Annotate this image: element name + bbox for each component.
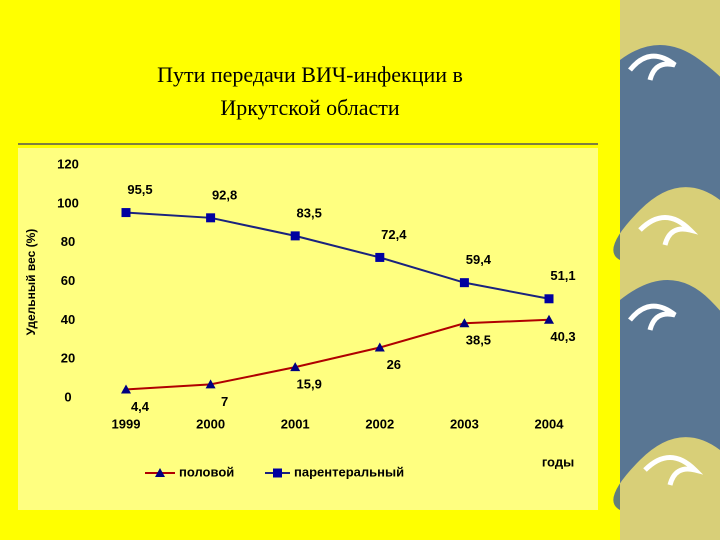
data-label: 83,5 — [297, 205, 322, 220]
y-tick-label: 120 — [57, 156, 79, 171]
x-tick-label: 1999 — [112, 416, 141, 431]
x-tick-label: 2004 — [535, 416, 565, 431]
x-tick-label: 2001 — [281, 416, 310, 431]
y-tick-label: 40 — [61, 312, 75, 327]
plot-panel — [18, 148, 598, 510]
y-tick-label: 0 — [64, 389, 71, 404]
y-tick-label: 80 — [61, 234, 75, 249]
data-label: 40,3 — [550, 329, 575, 344]
x-tick-label: 2002 — [365, 416, 394, 431]
data-point — [121, 384, 131, 394]
data-point — [544, 294, 554, 304]
data-point — [290, 362, 301, 372]
data-point — [375, 252, 385, 262]
data-label: 51,1 — [550, 268, 575, 283]
data-label: 92,8 — [212, 187, 237, 202]
data-label: 26 — [387, 357, 401, 372]
legend-marker — [155, 468, 165, 477]
legend-label: парентеральный — [294, 464, 404, 479]
chart-title: Пути передачи ВИЧ-инфекции в Иркутской об… — [157, 62, 463, 120]
y-tick-label: 60 — [61, 273, 75, 288]
data-point — [121, 208, 131, 218]
x-axis-title: годы — [542, 454, 574, 469]
data-point — [459, 318, 470, 328]
data-label: 7 — [221, 394, 228, 409]
data-label: 59,4 — [466, 252, 492, 267]
wave-decoration — [613, 0, 720, 540]
data-point — [205, 379, 216, 389]
series-line — [125, 318, 550, 391]
data-point — [290, 231, 300, 241]
series-line — [125, 211, 550, 300]
y-tick-label: 20 — [61, 351, 75, 366]
data-label: 38,5 — [466, 333, 491, 348]
y-axis-title: Удельный вес (%) — [24, 229, 38, 336]
data-point — [374, 342, 385, 352]
x-tick-label: 2000 — [196, 416, 225, 431]
data-point — [459, 278, 469, 288]
data-label: 72,4 — [381, 227, 407, 242]
legend-label: половой — [179, 464, 234, 479]
data-point — [206, 213, 216, 223]
data-label: 95,5 — [127, 182, 152, 197]
y-tick-label: 100 — [57, 195, 79, 210]
x-tick-label: 2003 — [450, 416, 479, 431]
data-label: 4,4 — [131, 399, 150, 414]
data-point — [544, 314, 554, 324]
data-label: 15,9 — [297, 377, 322, 392]
legend-marker — [273, 468, 282, 478]
